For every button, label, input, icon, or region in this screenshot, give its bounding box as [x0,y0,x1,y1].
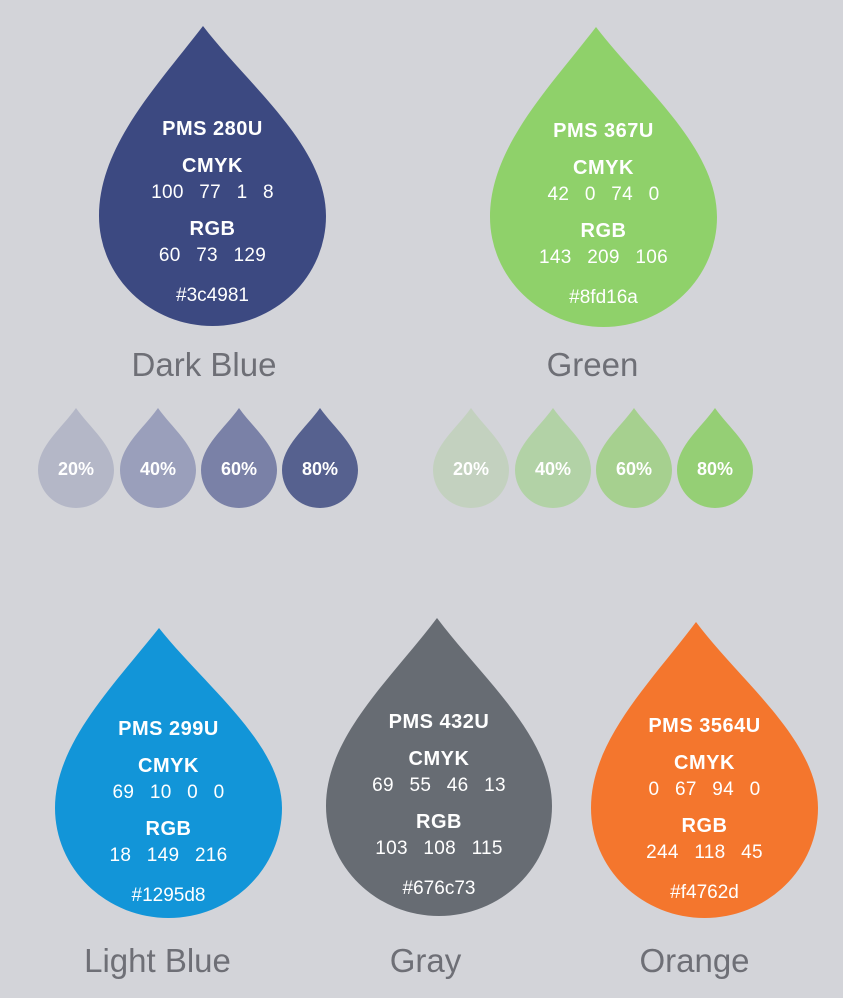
hex-value: #f4762d [670,882,739,903]
rgb-values: 18 149 216 [109,845,228,866]
tint-drop: 40% [120,408,196,508]
cmyk-label: CMYK [138,755,199,777]
cmyk-values: 0 67 94 0 [648,779,761,800]
swatch-light-blue: PMS 299U CMYK 69 10 0 0 RGB 18 149 216 #… [55,628,282,918]
drop-fill [99,26,326,326]
swatch-name: Light Blue [84,942,231,979]
tint-label: 40% [534,459,572,479]
drop-shape [591,622,818,918]
drop-fill [55,628,282,918]
swatch-info: PMS 3564U CMYK 0 67 94 0 RGB 244 118 45 … [591,715,818,904]
swatch-name: Orange [639,942,750,979]
cmyk-values: 100 77 1 8 [151,182,274,203]
tint-drop: 20% [433,408,509,508]
tint-drop: 80% [677,408,753,508]
swatch-orange: PMS 3564U CMYK 0 67 94 0 RGB 244 118 45 … [591,622,818,918]
cmyk-label: CMYK [408,748,470,770]
pms-code: PMS 299U [118,718,219,740]
swatch-name: Green [546,346,639,383]
drop-fill [490,27,717,327]
swatch-info: PMS 299U CMYK 69 10 0 0 RGB 18 149 216 #… [55,718,282,907]
swatch-info: PMS 432U CMYK 69 55 46 13 RGB 103 108 11… [326,711,552,900]
tint-drop: 60% [201,408,277,508]
drop-shape [490,27,717,327]
cmyk-values: 69 55 46 13 [372,775,506,796]
tint-label: 60% [220,459,258,479]
tint-drop: 20% [38,408,114,508]
tint-label: 40% [139,459,177,479]
drop-shape [99,26,326,326]
swatch-name: Gray [389,942,462,979]
rgb-values: 60 73 129 [158,245,267,266]
cmyk-label: CMYK [674,752,735,774]
pms-code: PMS 3564U [648,715,761,737]
drop-fill [591,622,818,918]
hex-value: #1295d8 [131,885,206,906]
tint-label: 80% [301,459,339,479]
rgb-label: RGB [416,811,462,833]
swatch-green: PMS 367U CMYK 42 0 74 0 RGB 143 209 106 … [490,27,717,327]
tint-label: 20% [452,459,490,479]
hex-value: #676c73 [402,878,476,899]
drop-shape [55,628,282,918]
rgb-label: RGB [189,218,236,240]
hex-value: #3c4981 [176,285,249,306]
rgb-label: RGB [681,815,728,837]
rgb-values: 244 118 45 [646,842,763,863]
drop-shape [326,618,552,916]
swatch-name: Dark Blue [131,346,277,383]
cmyk-values: 69 10 0 0 [112,782,225,803]
pms-code: PMS 432U [388,711,490,733]
swatch-gray: PMS 432U CMYK 69 55 46 13 RGB 103 108 11… [326,618,552,916]
rgb-label: RGB [580,220,627,242]
drop-fill [326,618,552,916]
tint-label: 20% [57,459,95,479]
rgb-values: 103 108 115 [375,838,503,859]
pms-code: PMS 280U [162,118,263,140]
hex-value: #8fd16a [569,287,638,308]
cmyk-values: 42 0 74 0 [547,184,660,205]
pms-code: PMS 367U [553,120,654,142]
tint-label: 80% [696,459,734,479]
swatch-info: PMS 280U CMYK 100 77 1 8 RGB 60 73 129 #… [99,118,326,307]
rgb-label: RGB [145,818,192,840]
tint-drop: 80% [282,408,358,508]
cmyk-label: CMYK [573,157,634,179]
cmyk-label: CMYK [182,155,243,177]
tint-label: 60% [615,459,653,479]
rgb-values: 143 209 106 [539,247,668,268]
swatch-info: PMS 367U CMYK 42 0 74 0 RGB 143 209 106 … [490,120,717,309]
tint-drop: 60% [596,408,672,508]
swatch-dark-blue: PMS 280U CMYK 100 77 1 8 RGB 60 73 129 #… [99,26,326,326]
tint-drop: 40% [515,408,591,508]
